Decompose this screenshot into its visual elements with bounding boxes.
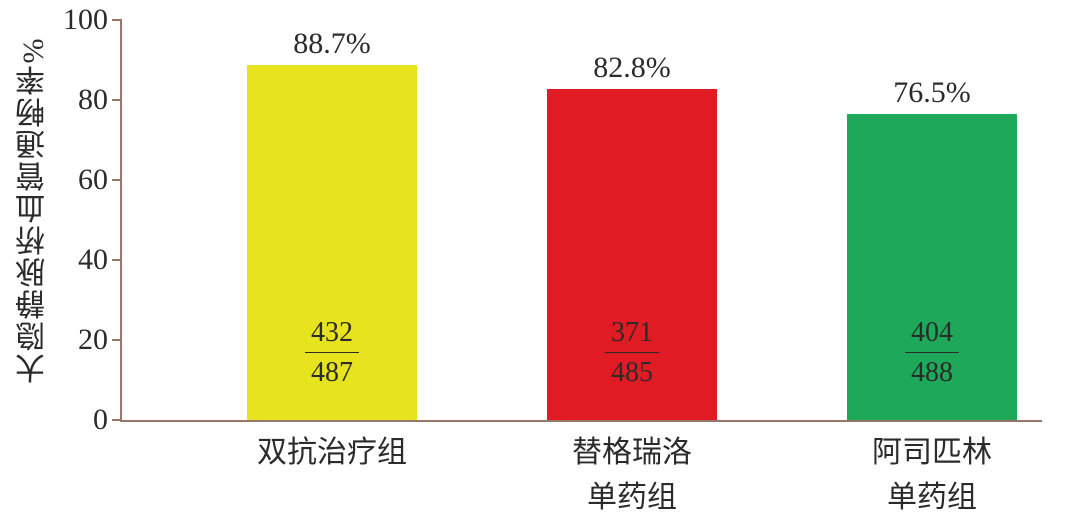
bar-value-label: 76.5% <box>893 76 971 114</box>
bar-fraction-denominator: 485 <box>605 352 659 390</box>
bar-fraction: 404 488 <box>905 315 959 390</box>
x-category-label: 阿司匹林 单药组 <box>872 420 992 520</box>
y-tick-label: 20 <box>78 323 122 357</box>
y-tick-label: 40 <box>78 243 122 277</box>
bar-ticagrelor-mono: 82.8% 371 485 <box>547 89 717 420</box>
bar-fraction: 371 485 <box>605 315 659 390</box>
bar-fraction-numerator: 432 <box>305 315 359 352</box>
y-tick-label: 0 <box>93 403 122 437</box>
y-tick-label: 100 <box>63 3 122 37</box>
plot-area: 0 20 40 60 80 100 88.7% 432 487 双抗治疗组 82… <box>120 20 1042 422</box>
x-category-label: 替格瑞洛 单药组 <box>572 420 692 520</box>
y-axis-title: 大隐静脉桥血管通畅率% <box>12 37 56 384</box>
bar-value-label: 82.8% <box>593 51 671 89</box>
x-category-label: 双抗治疗组 <box>257 420 407 475</box>
bar-fraction-numerator: 371 <box>605 315 659 352</box>
bar-aspirin-mono: 76.5% 404 488 <box>847 114 1017 420</box>
patency-rate-bar-chart: 大隐静脉桥血管通畅率% 0 20 40 60 80 100 88.7% 432 … <box>0 0 1080 526</box>
y-tick-label: 60 <box>78 163 122 197</box>
bar-dual-antiplatelet: 88.7% 432 487 <box>247 65 417 420</box>
bar-fraction-numerator: 404 <box>905 315 959 352</box>
bar-fraction-denominator: 487 <box>305 352 359 390</box>
bar-fraction: 432 487 <box>305 315 359 390</box>
y-tick-label: 80 <box>78 83 122 117</box>
bar-value-label: 88.7% <box>293 27 371 65</box>
bar-fraction-denominator: 488 <box>905 352 959 390</box>
